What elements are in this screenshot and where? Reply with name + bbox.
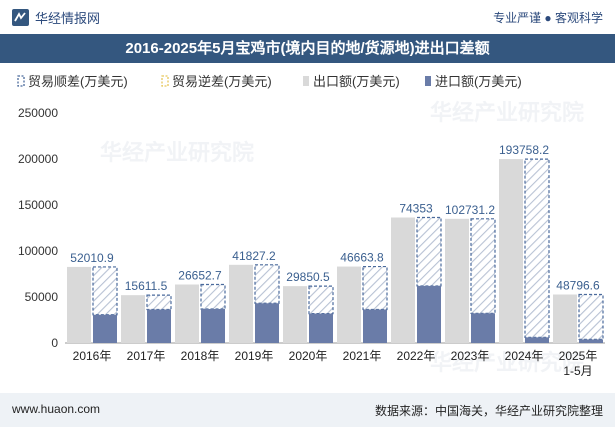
- y-tick-label: 100000: [18, 244, 58, 258]
- import-bar: [255, 303, 279, 343]
- export-bar: [499, 159, 523, 343]
- legend-import-swatch: [425, 76, 431, 86]
- surplus-data-label: 48796.6: [556, 279, 600, 293]
- export-bar: [283, 286, 307, 343]
- surplus-bar: [362, 265, 388, 311]
- export-bar: [391, 217, 415, 343]
- surplus-data-label: 26652.7: [178, 268, 222, 282]
- x-tick-label: 2016年: [73, 349, 112, 363]
- surplus-data-label: 41827.2: [232, 249, 276, 263]
- legend-deficit-swatch: [161, 75, 169, 87]
- import-bar: [579, 339, 603, 343]
- surplus-bar: [524, 158, 550, 338]
- y-tick-label: 250000: [18, 106, 58, 120]
- surplus-bar: [254, 264, 280, 304]
- x-tick-label: 2024年: [505, 349, 544, 363]
- export-bar: [67, 266, 91, 343]
- import-bar: [309, 313, 333, 343]
- import-bar: [525, 337, 549, 343]
- export-bar: [445, 218, 469, 343]
- export-bar: [337, 266, 361, 343]
- x-tick-label: 2018年: [181, 349, 220, 363]
- export-bar: [175, 284, 199, 343]
- export-bar: [553, 294, 577, 343]
- surplus-bar: [92, 266, 118, 316]
- surplus-data-label: 15611.5: [125, 279, 168, 293]
- surplus-bar: [470, 218, 496, 314]
- legend-surplus-swatch: [17, 75, 25, 87]
- surplus-data-label: 74353: [399, 202, 433, 216]
- surplus-data-label: 102731.2: [445, 203, 495, 217]
- legend-export-swatch: [303, 76, 309, 86]
- surplus-bar: [578, 293, 604, 341]
- import-bar: [201, 309, 225, 343]
- surplus-bar: [146, 294, 172, 311]
- surplus-bar: [200, 283, 226, 310]
- import-bar: [147, 309, 171, 343]
- legend-surplus-label: 贸易顺差(万美元): [28, 74, 128, 89]
- chart-area: 贸易顺差(万美元) 贸易逆差(万美元) 出口额(万美元) 进口额(万美元) 0 50000…: [17, 74, 605, 378]
- x-tick-label: 2023年: [451, 349, 490, 363]
- y-tick-label: 50000: [25, 290, 59, 304]
- x-tick-label: 2020年: [289, 349, 328, 363]
- footer-website[interactable]: www.huaon.com: [12, 402, 101, 416]
- x-tick-label: 2019年: [235, 349, 274, 363]
- legend-deficit-label: 贸易逆差(万美元): [172, 74, 272, 89]
- surplus-data-label: 29850.5: [286, 270, 330, 284]
- export-bar: [121, 295, 145, 343]
- surplus-data-label: 46663.8: [340, 251, 384, 265]
- x-tick-label: 1-5月: [563, 364, 592, 378]
- x-tick-label: 2017年: [127, 349, 166, 363]
- chart-title: 2016-2025年5月宝鸡市(境内目的地/货源地)进出口差额: [0, 34, 615, 63]
- y-tick-label: 150000: [18, 198, 58, 212]
- export-bar: [229, 264, 253, 343]
- brand-name: 华经情报网: [35, 11, 101, 26]
- surplus-data-label: 52010.9: [70, 251, 114, 265]
- footer: www.huaon.com 数据来源：中国海关，华经产业研究院整理: [0, 393, 615, 427]
- import-bar: [93, 314, 117, 343]
- x-tick-label: 2021年: [343, 349, 382, 363]
- footer-source: 数据来源：中国海关，华经产业研究院整理: [374, 404, 603, 418]
- legend-import-label: 进口额(万美元): [435, 74, 522, 89]
- y-tick-label: 200000: [18, 152, 58, 166]
- tagline: 专业严谨 ● 客观科学: [493, 11, 603, 25]
- top-bar: 华经情报网 专业严谨 ● 客观科学: [0, 0, 615, 34]
- surplus-bar: [416, 216, 442, 287]
- x-tick-label: 2025年: [559, 349, 598, 363]
- x-tick-label: 2022年: [397, 349, 436, 363]
- import-bar: [417, 285, 441, 343]
- brand[interactable]: 华经情报网: [12, 8, 100, 27]
- legend-export-label: 出口额(万美元): [313, 74, 400, 89]
- surplus-data-label: 193758.2: [499, 143, 549, 157]
- import-bar: [471, 313, 495, 343]
- huajing-logo-icon: [12, 9, 29, 26]
- y-tick-label: 0: [51, 336, 58, 350]
- surplus-bar: [308, 285, 334, 315]
- import-bar: [363, 309, 387, 343]
